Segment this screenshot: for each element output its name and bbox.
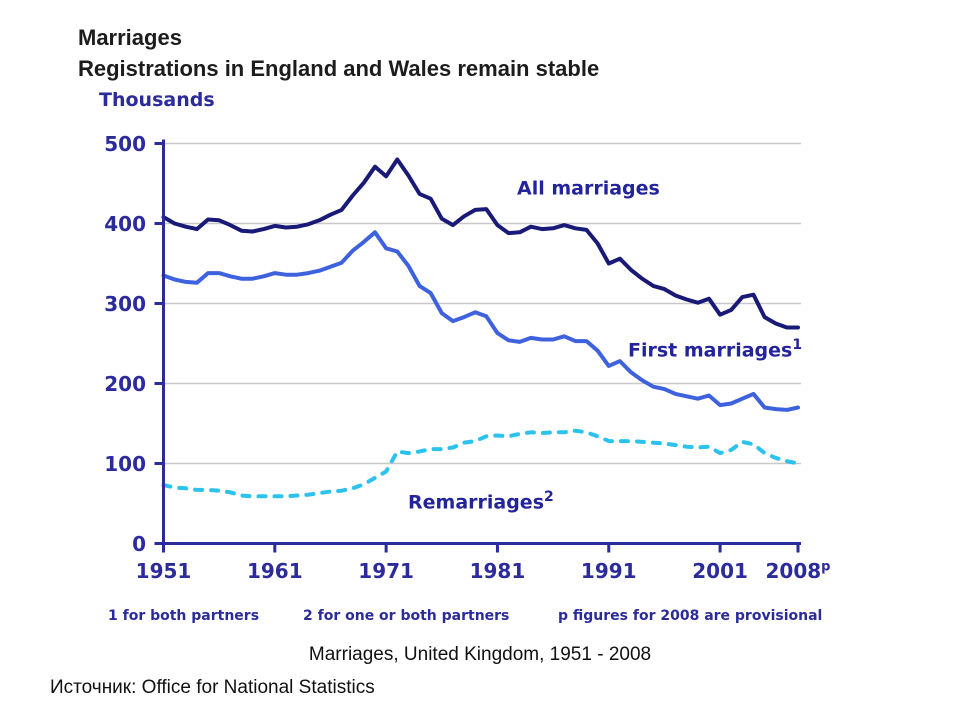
series-label-first-marriages: First marriages1 [628, 337, 802, 361]
y-axis-label-500: 500 [104, 131, 146, 156]
x-axis-label-1961: 1961 [246, 559, 303, 583]
footnote-remarriages: 2 for one or both partners [303, 608, 510, 624]
series-line-remarriages [161, 428, 800, 499]
y-axis-label-400: 400 [104, 211, 146, 236]
series-label-text: First marriages [628, 339, 793, 362]
y-axis-unit-label: Thousands [99, 89, 215, 111]
title-line-1: Marriages [78, 25, 182, 50]
x-axis-label-1991: 1991 [580, 559, 637, 583]
x-axis-label-2008: 2008p [765, 559, 831, 583]
series-label-text: Remarriages [408, 491, 545, 514]
provisional-superscript: p [821, 559, 831, 575]
chart-caption: Marriages, United Kingdom, 1951 - 2008 [308, 644, 652, 665]
y-axis-label-100: 100 [104, 451, 146, 476]
x-axis-label-1971: 1971 [358, 559, 414, 583]
y-axis-label-300: 300 [104, 291, 146, 316]
series-line-first-marriages [161, 230, 800, 412]
series-label-all-marriages: All marriages [517, 175, 660, 199]
footnote-first-marriages: 1 for both partners [108, 608, 260, 624]
chart-footnotes: 1 for both partners 2 for one or both pa… [0, 608, 960, 630]
y-axis-label-0: 0 [132, 531, 146, 556]
page-title: Marriages Registrations in England and W… [78, 22, 599, 84]
series-label-remarriages: Remarriages2 [408, 489, 554, 513]
footnote-provisional: p figures for 2008 are provisional [558, 608, 823, 624]
series-label-superscript: 1 [792, 337, 803, 353]
x-axis-label-1951: 1951 [135, 559, 192, 583]
y-axis-label-200: 200 [104, 371, 146, 396]
series-label-text: All marriages [517, 177, 660, 200]
source-line: Источник: Office for National Statistics [50, 677, 375, 698]
series-line-all-marriages [161, 157, 800, 330]
title-line-2: Registrations in England and Wales remai… [78, 56, 600, 81]
x-axis-label-1981: 1981 [469, 559, 526, 583]
x-axis-label-2001: 2001 [692, 559, 748, 583]
series-label-superscript: 2 [544, 489, 554, 505]
